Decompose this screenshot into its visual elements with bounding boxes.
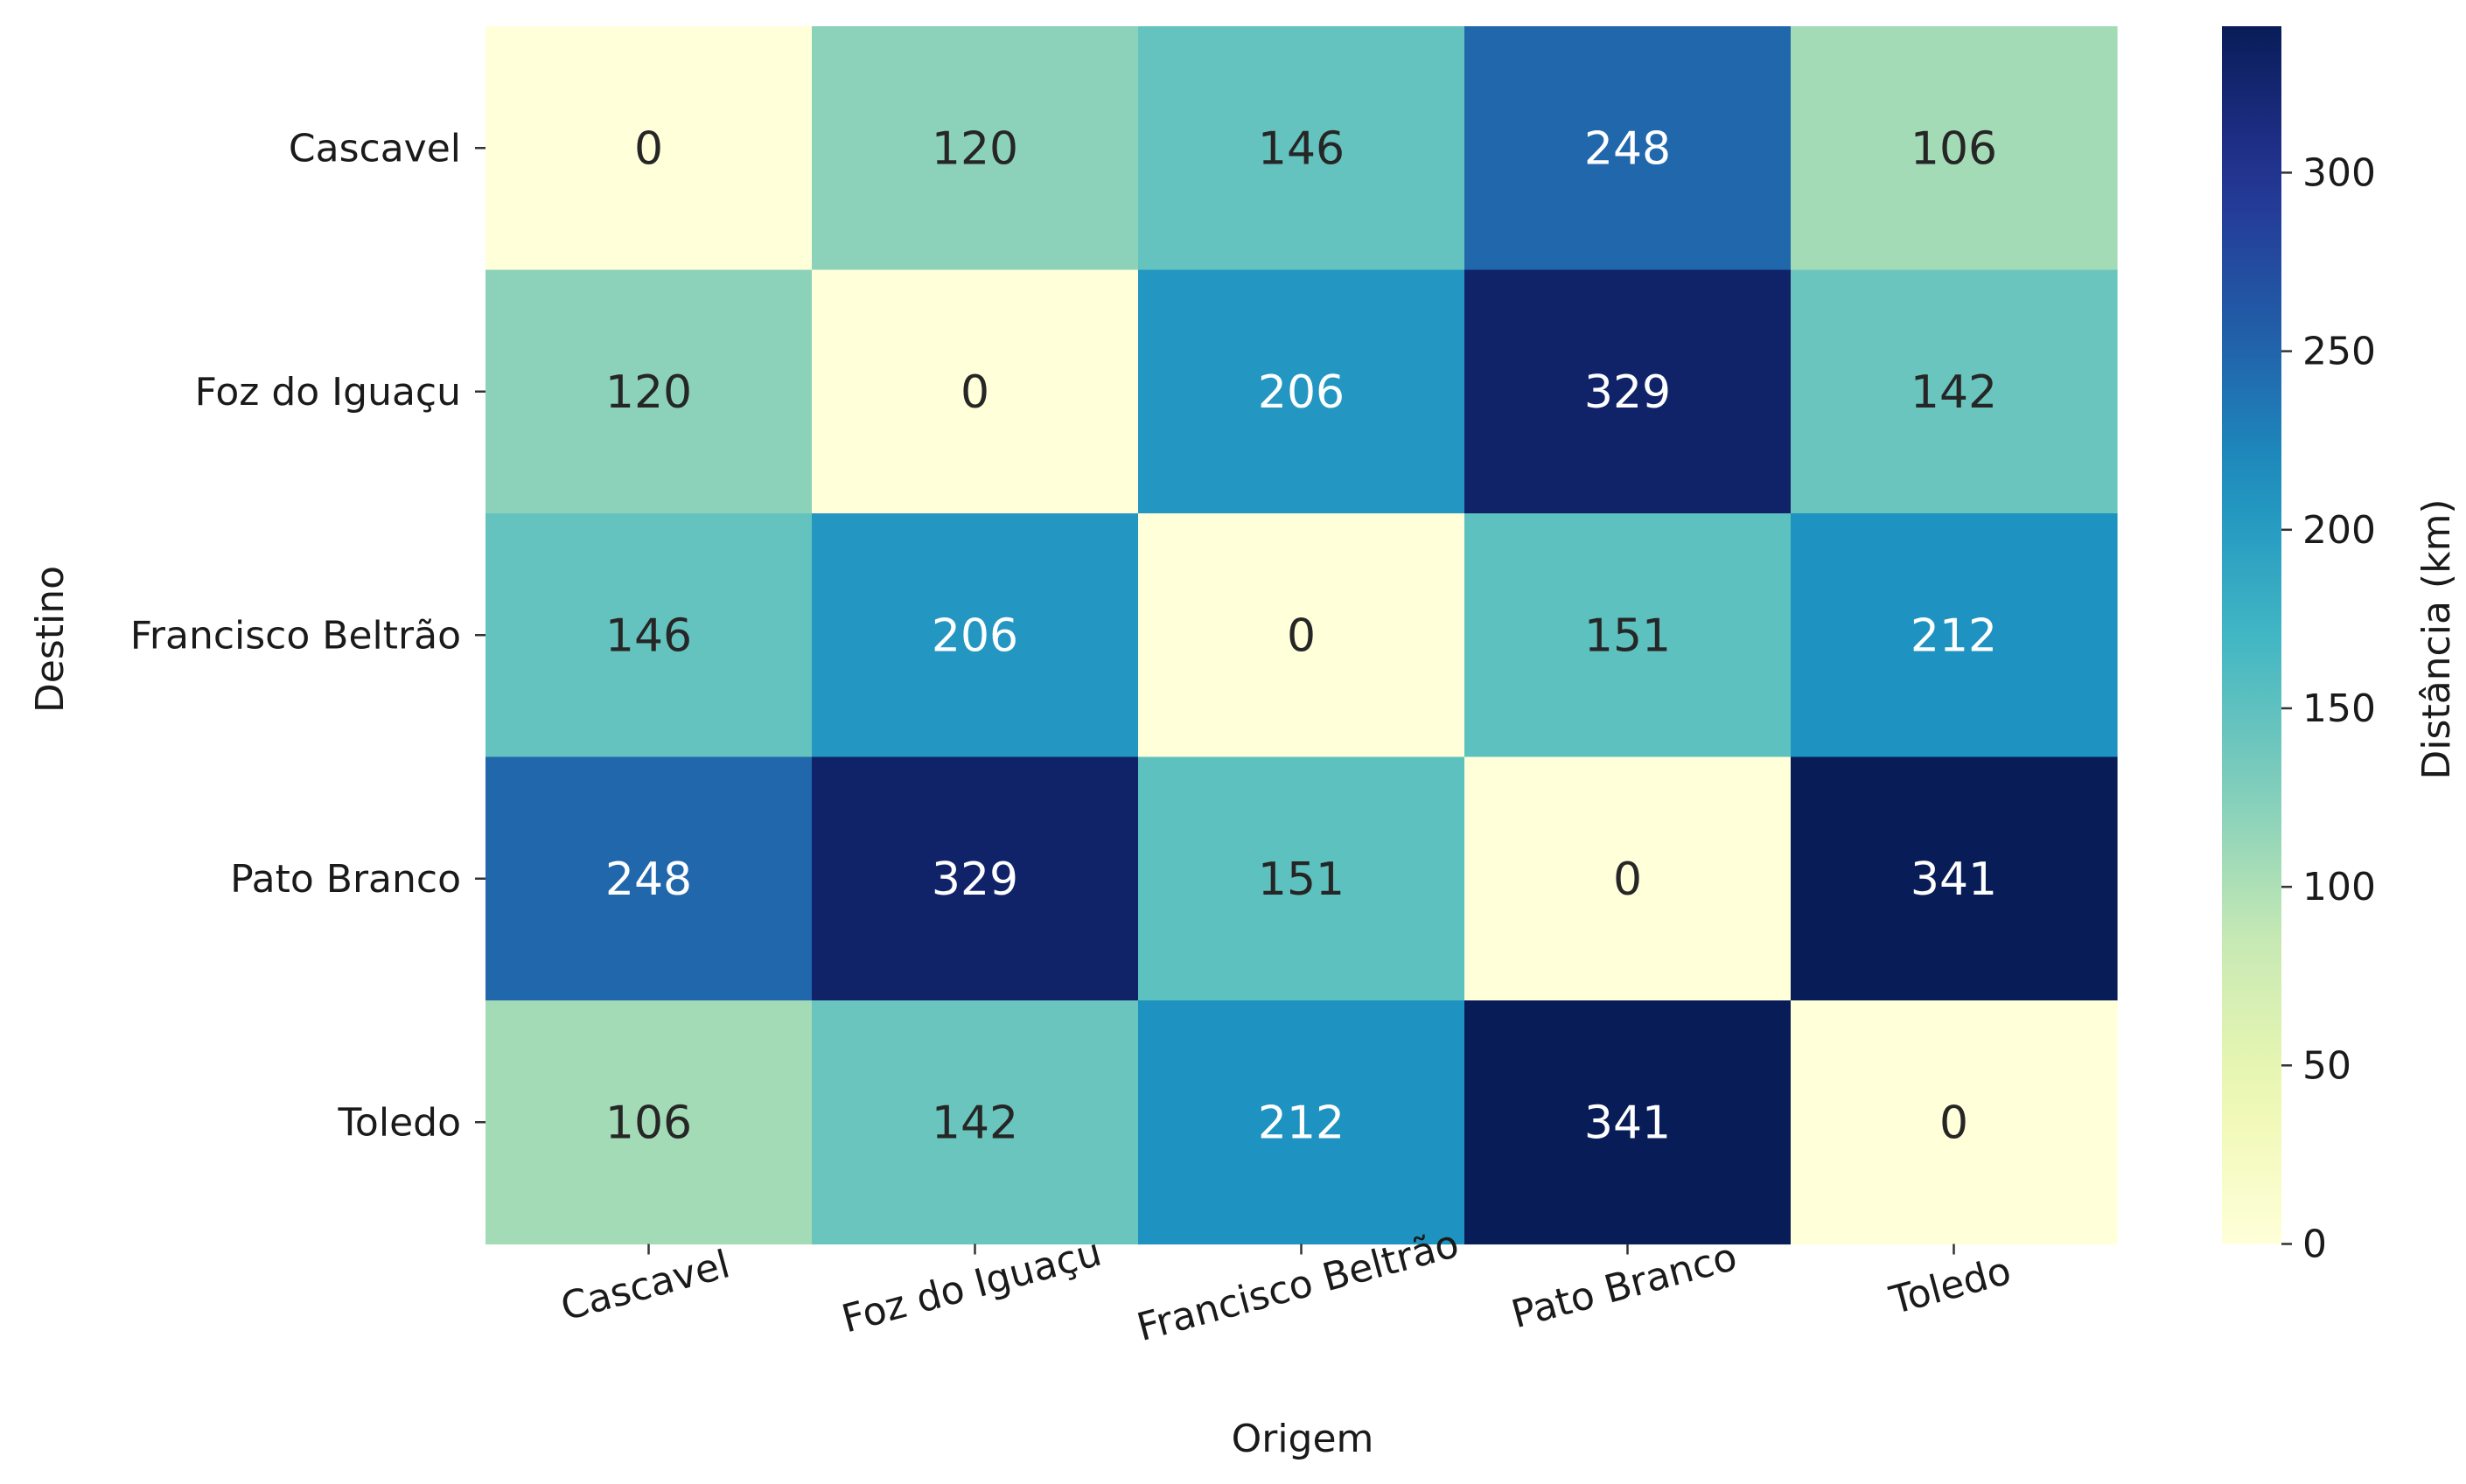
x-tick-label: Cascavel bbox=[556, 1242, 735, 1329]
cell-value-label: 206 bbox=[932, 610, 1018, 662]
heatmap-cell bbox=[486, 756, 813, 1001]
cell-value-label: 146 bbox=[1258, 122, 1345, 175]
heatmap-cell bbox=[1138, 269, 1465, 514]
cell-value-label: 0 bbox=[961, 366, 989, 419]
cell-value-label: 212 bbox=[1258, 1097, 1345, 1149]
colorbar-tick-label: 50 bbox=[2302, 1043, 2351, 1088]
cell-value-label: 248 bbox=[1584, 122, 1671, 175]
heatmap-cell bbox=[1138, 1000, 1465, 1245]
heatmap-cell bbox=[486, 513, 813, 758]
cell-value-label: 106 bbox=[605, 1097, 692, 1149]
colorbar-tick-label: 200 bbox=[2302, 508, 2376, 553]
x-tick-label: Pato Branco bbox=[1507, 1235, 1742, 1338]
heatmap-cell bbox=[1791, 1000, 2118, 1245]
cell-value-label: 142 bbox=[932, 1097, 1018, 1149]
heatmap-cell bbox=[1138, 756, 1465, 1001]
cell-value-label: 329 bbox=[932, 853, 1018, 906]
heatmap-cell bbox=[486, 269, 813, 514]
heatmap-cell bbox=[1791, 269, 2118, 514]
y-axis-label: Destino bbox=[28, 566, 73, 713]
heatmap-cell bbox=[812, 269, 1139, 514]
heatmap-cell bbox=[1464, 1000, 1792, 1245]
cell-value-label: 120 bbox=[605, 366, 692, 419]
cell-value-label: 0 bbox=[1613, 853, 1642, 906]
x-axis-label: Origem bbox=[1232, 1417, 1374, 1461]
heatmap-cell bbox=[812, 1000, 1139, 1245]
cell-value-label: 329 bbox=[1584, 366, 1671, 419]
y-tick-label: Toledo bbox=[338, 1100, 461, 1145]
cell-value-label: 0 bbox=[1287, 610, 1316, 662]
cell-value-label: 206 bbox=[1258, 366, 1345, 419]
colorbar: 0 50 100 150 200 250 300 bbox=[2222, 26, 2376, 1267]
colorbar-tick-label: 100 bbox=[2302, 865, 2376, 909]
heatmap-cell bbox=[486, 1000, 813, 1245]
heatmap-cell bbox=[1464, 513, 1792, 758]
cell-value-label: 212 bbox=[1911, 610, 1997, 662]
colorbar-gradient bbox=[2222, 26, 2281, 1244]
y-axis: Cascavel Foz do Iguaçu Francisco Beltrão Pa… bbox=[130, 126, 486, 1145]
cell-value-label: 248 bbox=[605, 853, 692, 906]
heatmap-cell bbox=[1464, 269, 1792, 514]
y-tick-label: Cascavel bbox=[289, 126, 461, 171]
heatmap-cell bbox=[812, 513, 1139, 758]
heatmap-cell bbox=[812, 756, 1139, 1001]
colorbar-tick-label: 0 bbox=[2302, 1223, 2327, 1267]
heatmap-cell bbox=[1464, 26, 1792, 271]
heatmap-cell bbox=[1791, 756, 2118, 1001]
cell-value-label: 146 bbox=[605, 610, 692, 662]
cell-value-label: 120 bbox=[932, 122, 1018, 175]
colorbar-tick-label: 300 bbox=[2302, 150, 2376, 195]
cell-value-label: 142 bbox=[1911, 366, 1997, 419]
heatmap-cell bbox=[1138, 513, 1465, 758]
x-tick-label: Foz do Iguaçu bbox=[837, 1230, 1106, 1341]
y-tick-label: Pato Branco bbox=[230, 857, 461, 902]
heatmap-cell bbox=[1791, 26, 2118, 271]
cell-value-label: 341 bbox=[1911, 853, 1997, 906]
cell-value-label: 0 bbox=[1939, 1097, 1968, 1149]
y-tick-label: Foz do Iguaçu bbox=[195, 370, 461, 415]
heatmap-cell bbox=[1138, 26, 1465, 271]
x-tick-label: Toledo bbox=[1884, 1249, 2015, 1324]
heatmap-cell bbox=[1791, 513, 2118, 758]
colorbar-tick-label: 250 bbox=[2302, 330, 2376, 374]
colorbar-tick-label: 150 bbox=[2302, 686, 2376, 731]
colorbar-label: Distância (km) bbox=[2414, 498, 2459, 779]
cell-value-label: 151 bbox=[1584, 610, 1671, 662]
cell-value-label: 151 bbox=[1258, 853, 1345, 906]
heatmap-cells: 0 120 146 248 106 120 0 206 329 142 146 206 0 151 212 2… bbox=[486, 26, 2118, 1245]
heatmap-cell bbox=[812, 26, 1139, 271]
y-tick-label: Francisco Beltrão bbox=[130, 613, 461, 658]
cell-value-label: 341 bbox=[1584, 1097, 1671, 1149]
heatmap-cell bbox=[486, 26, 813, 271]
cell-value-label: 106 bbox=[1911, 122, 1997, 175]
heatmap-cell bbox=[1464, 756, 1792, 1001]
cell-value-label: 0 bbox=[634, 122, 663, 175]
